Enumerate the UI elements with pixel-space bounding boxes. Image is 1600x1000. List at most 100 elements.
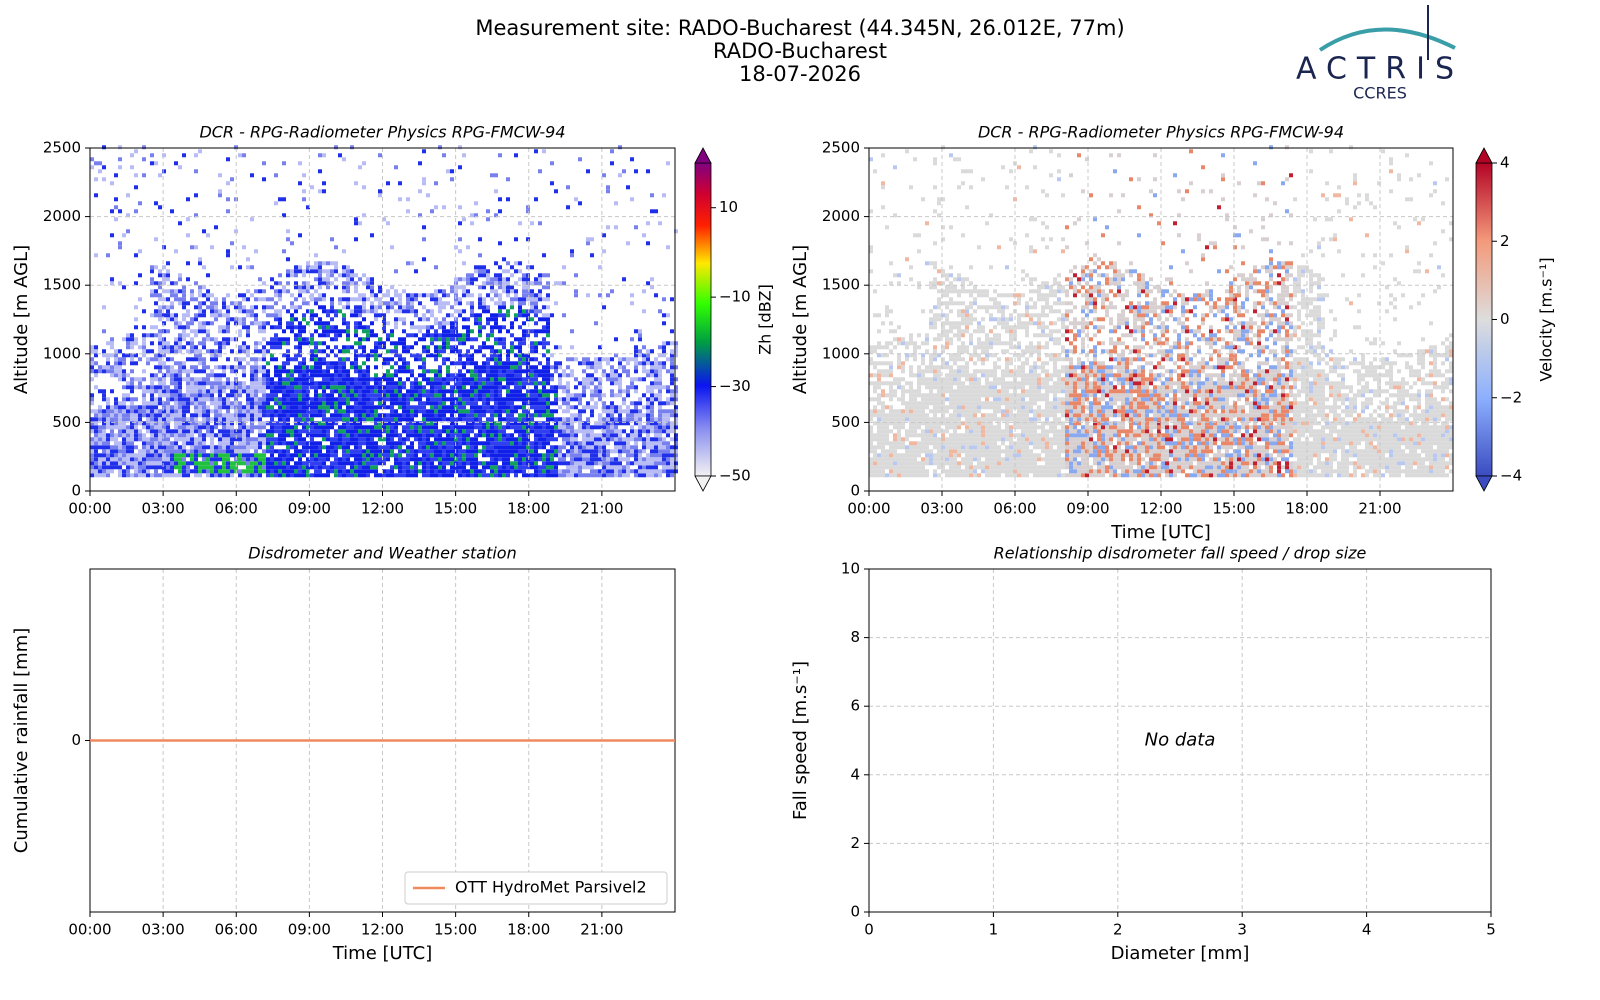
radar-pixel <box>478 317 482 322</box>
radar-pixel <box>110 405 114 410</box>
radar-pixel <box>222 369 226 374</box>
radar-pixel <box>614 405 618 410</box>
radar-pixel <box>370 429 374 434</box>
radar-pixel <box>134 397 138 402</box>
radar-pixel <box>106 353 110 358</box>
radar-pixel <box>286 465 290 470</box>
radar-pixel <box>314 301 318 306</box>
radar-pixel <box>174 289 178 294</box>
radar-pixel <box>414 453 418 458</box>
radar-pixel <box>366 465 370 470</box>
radar-pixel <box>290 457 294 462</box>
radar-pixel <box>146 445 150 450</box>
radar-pixel <box>486 269 490 274</box>
radar-pixel <box>226 437 230 442</box>
radar-pixel <box>358 369 362 374</box>
radar-pixel <box>166 421 170 426</box>
radar-pixel <box>638 333 642 338</box>
radar-pixel <box>322 309 326 314</box>
radar-pixel <box>390 405 394 410</box>
radar-pixel <box>586 457 590 462</box>
radar-pixel <box>282 361 286 366</box>
radar-pixel <box>310 461 314 466</box>
radar-pixel <box>470 381 474 386</box>
radar-pixel <box>162 421 166 426</box>
radar-pixel <box>166 373 170 378</box>
radar-pixel <box>178 473 182 478</box>
radar-pixel <box>374 365 378 370</box>
radar-pixel <box>654 365 658 370</box>
radar-pixel <box>546 381 550 386</box>
radar-pixel <box>554 401 558 406</box>
radar-pixel <box>482 469 486 474</box>
radar-pixel <box>106 253 110 258</box>
radar-pixel <box>322 381 326 386</box>
radar-pixel <box>450 349 454 354</box>
radar-pixel <box>310 349 314 354</box>
radar-pixel <box>238 349 242 354</box>
radar-pixel <box>314 321 318 326</box>
radar-pixel <box>298 401 302 406</box>
radar-pixel <box>194 385 198 390</box>
radar-pixel <box>506 393 510 398</box>
radar-pixel <box>102 389 106 394</box>
radar-pixel <box>386 469 390 474</box>
radar-pixel <box>506 281 510 286</box>
radar-pixel <box>206 289 210 294</box>
radar-pixel <box>494 461 498 466</box>
radar-pixel <box>554 281 558 286</box>
radar-pixel <box>622 445 626 450</box>
radar-pixel <box>386 393 390 398</box>
radar-pixel <box>138 405 142 410</box>
radar-pixel <box>478 305 482 310</box>
radar-pixel <box>230 473 234 478</box>
radar-pixel <box>514 449 518 454</box>
radar-pixel <box>414 353 418 358</box>
radar-pixel <box>434 473 438 478</box>
radar-pixel <box>566 381 570 386</box>
radar-pixel <box>122 441 126 446</box>
radar-pixel <box>510 301 514 306</box>
radar-pixel <box>458 437 462 442</box>
radar-pixel <box>346 381 350 386</box>
radar-pixel <box>434 437 438 442</box>
radar-pixel <box>218 341 222 346</box>
radar-pixel <box>90 417 94 422</box>
radar-pixel <box>146 453 150 458</box>
radar-pixel <box>442 441 446 446</box>
radar-pixel <box>634 449 638 454</box>
radar-pixel <box>394 369 398 374</box>
radar-pixel <box>342 381 346 386</box>
radar-pixel <box>418 461 422 466</box>
radar-pixel <box>194 329 198 334</box>
radar-pixel <box>266 473 270 478</box>
radar-pixel <box>490 393 494 398</box>
radar-pixel <box>146 461 150 466</box>
radar-pixel <box>242 369 246 374</box>
radar-pixel <box>438 401 442 406</box>
radar-pixel <box>302 329 306 334</box>
radar-pixel <box>466 361 470 366</box>
radar-pixel <box>526 429 530 434</box>
radar-pixel <box>446 425 450 430</box>
radar-pixel <box>486 277 490 282</box>
radar-pixel <box>326 381 330 386</box>
radar-pixel <box>290 325 294 330</box>
radar-pixel <box>422 225 426 230</box>
radar-pixel <box>522 337 526 342</box>
radar-pixel <box>486 449 490 454</box>
radar-pixel <box>386 433 390 438</box>
radar-pixel <box>566 465 570 470</box>
radar-pixel <box>218 401 222 406</box>
radar-pixel <box>374 353 378 358</box>
radar-pixel <box>410 393 414 398</box>
radar-pixel <box>422 445 426 450</box>
radar-pixel <box>162 445 166 450</box>
radar-pixel <box>206 365 210 370</box>
radar-pixel <box>202 381 206 386</box>
radar-pixel <box>402 317 406 322</box>
radar-pixel <box>118 377 122 382</box>
radar-pixel <box>534 469 538 474</box>
radar-pixel <box>270 445 274 450</box>
radar-pixel <box>362 345 366 350</box>
